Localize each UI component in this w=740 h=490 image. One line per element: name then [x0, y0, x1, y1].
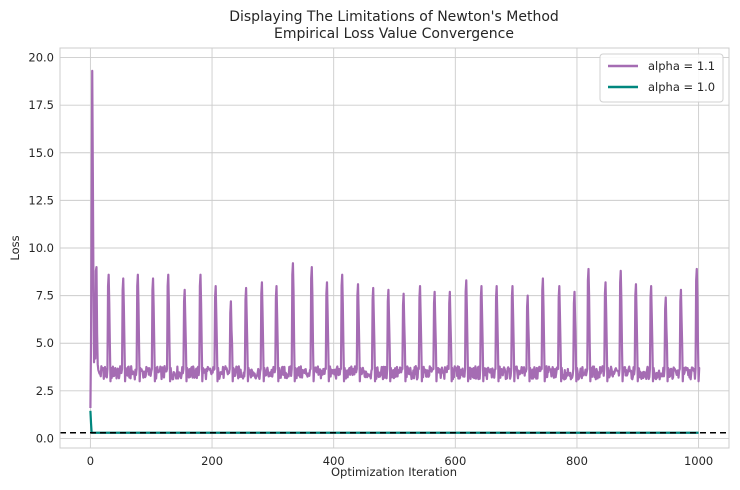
- y-tick-label: 2.5: [36, 384, 54, 398]
- y-tick-label: 5.0: [36, 336, 54, 350]
- y-tick-label: 7.5: [36, 289, 54, 303]
- x-tick-label: 0: [87, 454, 94, 468]
- y-tick-label: 12.5: [28, 193, 54, 207]
- y-tick-label: 0.0: [36, 431, 54, 445]
- y-tick-label: 17.5: [28, 98, 54, 112]
- x-tick-label: 600: [444, 454, 466, 468]
- series-line-0: [89, 69, 701, 409]
- x-axis-label: Optimization Iteration: [331, 465, 457, 479]
- x-tick-label: 200: [201, 454, 223, 468]
- x-tick-labels: 0 200 400 600 800 1000: [87, 454, 713, 468]
- series-line-1: [89, 410, 699, 434]
- y-axis-label: Loss: [8, 235, 22, 260]
- legend-label-alpha-1-0: alpha = 1.0: [648, 80, 715, 94]
- plot-frame: [59, 47, 730, 449]
- x-tick-label: 800: [566, 454, 588, 468]
- x-tick-label: 400: [323, 454, 345, 468]
- series-lines: [89, 69, 701, 434]
- y-tick-label: 10.0: [28, 241, 54, 255]
- grid: [60, 48, 729, 448]
- chart-title: Displaying The Limitations of Newton's M…: [229, 9, 559, 25]
- y-tick-label: 15.0: [28, 146, 54, 160]
- chart-subtitle: Empirical Loss Value Convergence: [274, 26, 514, 42]
- x-tick-label: 1000: [684, 454, 713, 468]
- legend-label-alpha-1-1: alpha = 1.1: [648, 59, 715, 73]
- legend: alpha = 1.1 alpha = 1.0: [599, 53, 724, 103]
- y-tick-label: 20.0: [28, 51, 54, 65]
- y-tick-labels: 0.0 2.5 5.0 7.5 10.0 12.5 15.0 17.5 20.0: [28, 51, 54, 446]
